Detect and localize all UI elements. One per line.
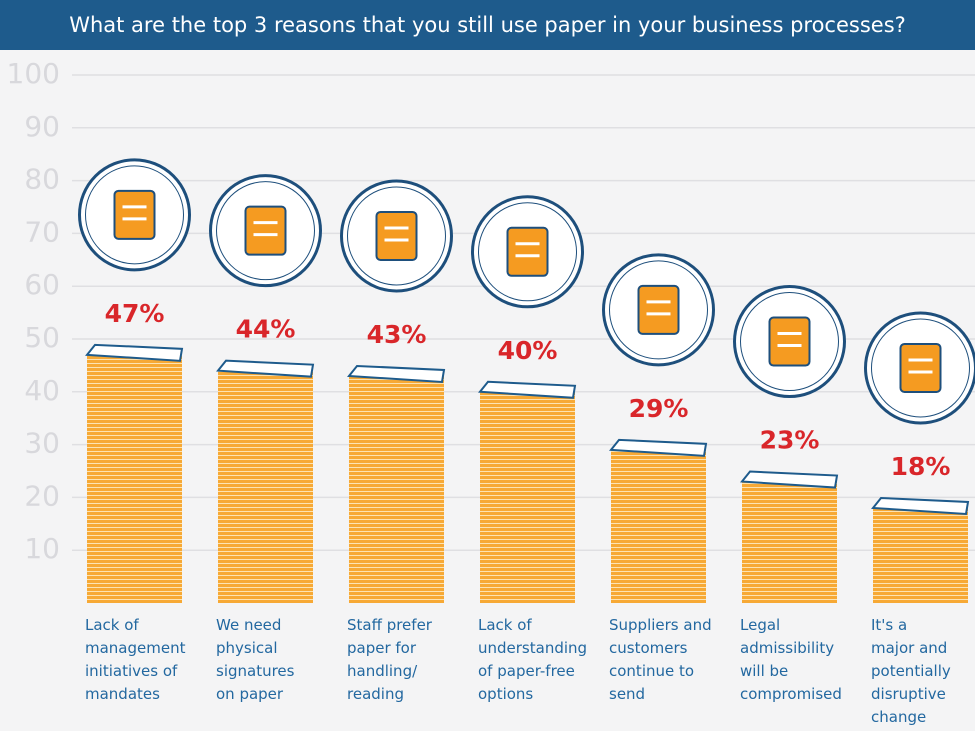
icon-inner [216, 181, 315, 281]
value-label: 44% [236, 315, 296, 344]
icon [768, 316, 811, 367]
x-tick-label: Suppliers and customers continue to send [609, 616, 712, 703]
icon [899, 342, 942, 393]
bar [480, 391, 575, 603]
y-tick-label: 90 [24, 110, 60, 143]
chart-title: What are the top 3 reasons that you stil… [0, 0, 975, 50]
icon-inner [871, 318, 970, 418]
bar [218, 370, 313, 603]
icon [113, 189, 156, 240]
icon-inner [347, 186, 446, 286]
bar-top [478, 380, 577, 399]
value-label: 47% [105, 299, 165, 328]
y-tick-label: 100 [7, 57, 60, 90]
value-label: 18% [891, 452, 951, 481]
y-tick-label: 40 [24, 374, 60, 407]
bar [87, 354, 182, 603]
x-tick-label: Staff prefer paper for handling/ reading [347, 616, 432, 703]
x-tick-label: We need physical signatures on paper [216, 616, 295, 703]
icon-inner [85, 165, 184, 265]
icon [506, 226, 549, 277]
y-tick-label: 80 [24, 163, 60, 196]
x-tick-label: Lack of understanding of paper-free opti… [478, 616, 588, 703]
icon-inner [609, 260, 708, 360]
bar-top [740, 470, 839, 489]
y-tick-label: 50 [24, 321, 60, 354]
value-label: 29% [629, 394, 689, 423]
bar [349, 375, 444, 603]
icon-inner [740, 292, 839, 392]
bar [611, 449, 706, 603]
bar-top [85, 343, 184, 362]
y-tick-label: 20 [24, 479, 60, 512]
x-tick-label: Legal admissibility will be compromised [740, 616, 842, 703]
value-label: 23% [760, 426, 820, 455]
icon [637, 284, 680, 335]
icon [244, 205, 287, 256]
icon-inner [478, 202, 577, 302]
bar-top [609, 438, 708, 457]
bar [742, 481, 837, 603]
y-tick-label: 60 [24, 268, 60, 301]
x-tick-label: It's a major and potentially disruptive … [871, 616, 951, 726]
y-tick-label: 10 [24, 532, 60, 565]
x-tick-label: Lack of management initiatives of mandat… [85, 616, 186, 703]
bar-top [871, 496, 970, 516]
y-tick-label: 30 [24, 427, 60, 460]
value-label: 43% [367, 320, 427, 349]
bar [873, 507, 968, 603]
value-label: 40% [498, 336, 558, 365]
icon [375, 210, 418, 261]
bar-top [216, 359, 315, 378]
y-tick-label: 70 [24, 215, 60, 248]
bar-top [347, 364, 446, 384]
